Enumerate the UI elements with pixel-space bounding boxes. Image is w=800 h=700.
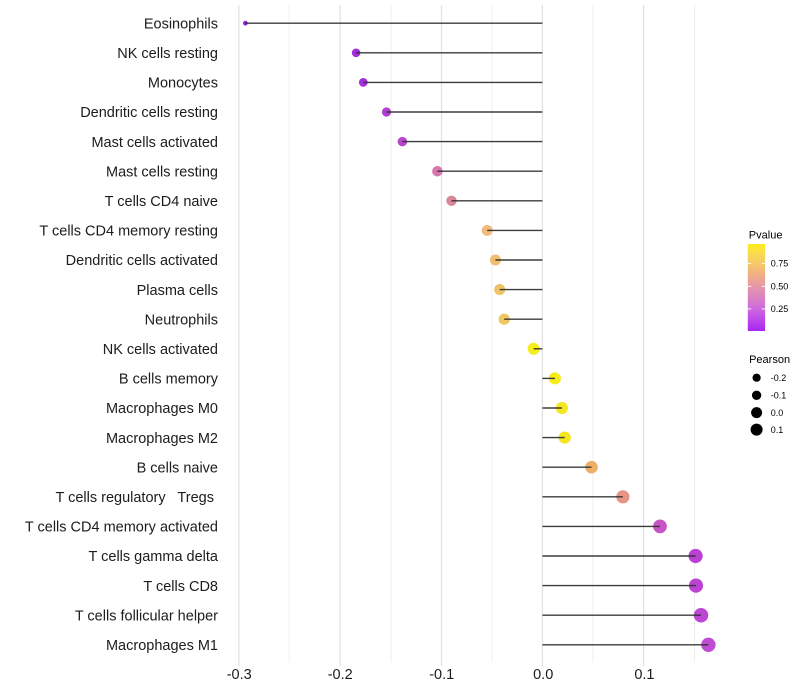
- svg-text:T cells regulatory Tregs: T cells regulatory Tregs: [55, 490, 218, 506]
- svg-text:Pearson: Pearson: [749, 354, 790, 366]
- svg-text:T cells CD4 memory resting: T cells CD4 memory resting: [39, 224, 218, 240]
- svg-text:Plasma cells: Plasma cells: [137, 283, 218, 299]
- svg-text:T cells CD4 naive: T cells CD4 naive: [105, 194, 218, 210]
- svg-text:0.1: 0.1: [634, 667, 654, 683]
- svg-text:NK cells activated: NK cells activated: [103, 342, 218, 358]
- svg-text:NK cells resting: NK cells resting: [117, 46, 218, 62]
- svg-text:T cells CD8: T cells CD8: [143, 579, 218, 595]
- svg-text:0.50: 0.50: [771, 282, 789, 292]
- svg-text:Macrophages M1: Macrophages M1: [106, 638, 218, 654]
- svg-text:Macrophages M2: Macrophages M2: [106, 431, 218, 447]
- svg-text:-0.1: -0.1: [771, 391, 787, 401]
- svg-text:B cells memory: B cells memory: [119, 372, 219, 388]
- svg-text:T cells gamma delta: T cells gamma delta: [89, 549, 219, 565]
- svg-text:Dendritic cells resting: Dendritic cells resting: [80, 105, 218, 121]
- svg-text:-0.2: -0.2: [328, 667, 353, 683]
- svg-text:Mast cells activated: Mast cells activated: [91, 135, 218, 151]
- svg-text:0.1: 0.1: [771, 425, 784, 435]
- svg-text:Macrophages M0: Macrophages M0: [106, 401, 218, 417]
- svg-text:Neutrophils: Neutrophils: [145, 312, 218, 328]
- svg-text:-0.1: -0.1: [429, 667, 454, 683]
- svg-text:0.25: 0.25: [771, 304, 789, 314]
- svg-text:0.0: 0.0: [771, 408, 784, 418]
- svg-text:-0.2: -0.2: [771, 373, 787, 383]
- svg-text:Mast cells resting: Mast cells resting: [106, 164, 218, 180]
- svg-text:B cells naive: B cells naive: [137, 460, 218, 476]
- svg-text:0.75: 0.75: [771, 259, 789, 269]
- svg-text:-0.3: -0.3: [227, 667, 252, 683]
- svg-text:Pvalue: Pvalue: [749, 230, 783, 242]
- svg-text:Eosinophils: Eosinophils: [144, 16, 218, 32]
- svg-text:T cells CD4 memory activated: T cells CD4 memory activated: [25, 520, 218, 536]
- svg-text:Dendritic cells activated: Dendritic cells activated: [66, 253, 218, 269]
- svg-text:Monocytes: Monocytes: [148, 76, 218, 92]
- svg-text:T cells follicular helper: T cells follicular helper: [75, 608, 218, 624]
- svg-text:0.0: 0.0: [533, 667, 553, 683]
